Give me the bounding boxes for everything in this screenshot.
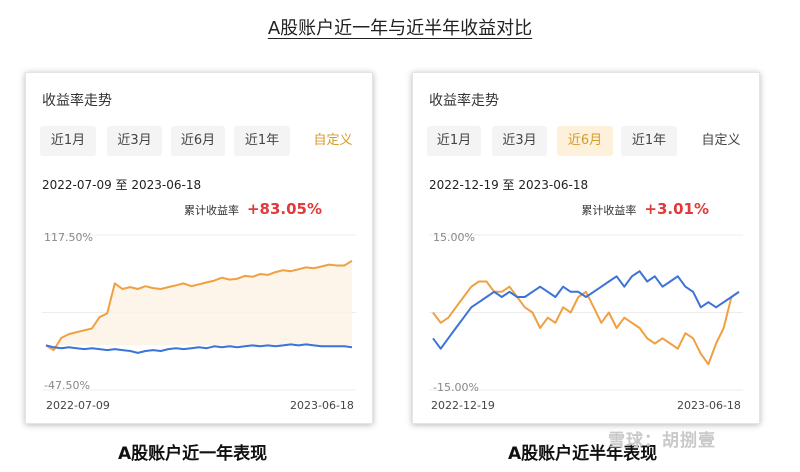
caption-6m: A股账户近半年表现 — [508, 444, 658, 464]
returns-card-6m: 收益率走势 近1月 近3月 近6月 近1年 自定义 2022-12-19 至 2… — [412, 72, 760, 424]
tab-3m[interactable]: 近3月 — [492, 126, 547, 156]
x-end-date: 2023-06-18 — [677, 399, 741, 412]
y-axis-top-label: 117.50% — [44, 231, 93, 244]
tab-6m[interactable]: 近6月 — [557, 126, 613, 156]
cumulative-return-value: +3.01% — [644, 200, 709, 218]
cumulative-return: 累计收益率 +3.01% — [581, 200, 709, 218]
x-end-date: 2023-06-18 — [290, 399, 354, 412]
page-title: A股账户近一年与近半年收益对比 — [267, 18, 533, 39]
caption-1y: A股账户近一年表现 — [118, 444, 268, 464]
series-line-account — [432, 280, 740, 366]
tab-custom[interactable]: 自定义 — [313, 133, 353, 148]
watermark: 雪球：胡捌壹 — [608, 431, 716, 451]
period-tabs: 近1月 近3月 近6月 近1年 自定义 — [40, 126, 362, 156]
series-line-benchmark — [432, 270, 740, 350]
y-axis-top-label: 15.00% — [433, 231, 475, 244]
cumulative-return: 累计收益率 +83.05% — [184, 200, 322, 218]
returns-chart-1y — [42, 234, 356, 391]
tab-6m[interactable]: 近6月 — [171, 126, 225, 156]
tab-1y[interactable]: 近1年 — [234, 126, 290, 156]
series-line-benchmark — [45, 343, 353, 354]
date-range: 2022-12-19 至 2023-06-18 — [429, 178, 589, 192]
tab-3m[interactable]: 近3月 — [107, 126, 162, 156]
returns-chart-6m — [429, 234, 743, 391]
y-axis-bottom-label: -15.00% — [433, 381, 479, 394]
card-heading: 收益率走势 — [42, 93, 112, 109]
cumulative-return-label: 累计收益率 — [183, 204, 239, 217]
tab-1m[interactable]: 近1月 — [427, 126, 481, 156]
period-tabs: 近1月 近3月 近6月 近1年 自定义 — [427, 126, 749, 156]
date-range: 2022-07-09 至 2023-06-18 — [42, 178, 202, 192]
card-heading: 收益率走势 — [429, 93, 499, 109]
x-start-date: 2022-12-19 — [431, 399, 495, 412]
x-start-date: 2022-07-09 — [46, 399, 110, 412]
tab-1y[interactable]: 近1年 — [621, 126, 677, 156]
tab-1m[interactable]: 近1月 — [40, 126, 96, 156]
returns-card-1y: 收益率走势 近1月 近3月 近6月 近1年 自定义 2022-07-09 至 2… — [25, 72, 373, 424]
cumulative-return-value: +83.05% — [246, 200, 322, 218]
series-area — [46, 260, 352, 351]
tab-custom[interactable]: 自定义 — [701, 133, 741, 148]
cumulative-return-label: 累计收益率 — [581, 204, 637, 217]
y-axis-bottom-label: -47.50% — [44, 379, 90, 392]
series-line-account — [45, 259, 353, 352]
